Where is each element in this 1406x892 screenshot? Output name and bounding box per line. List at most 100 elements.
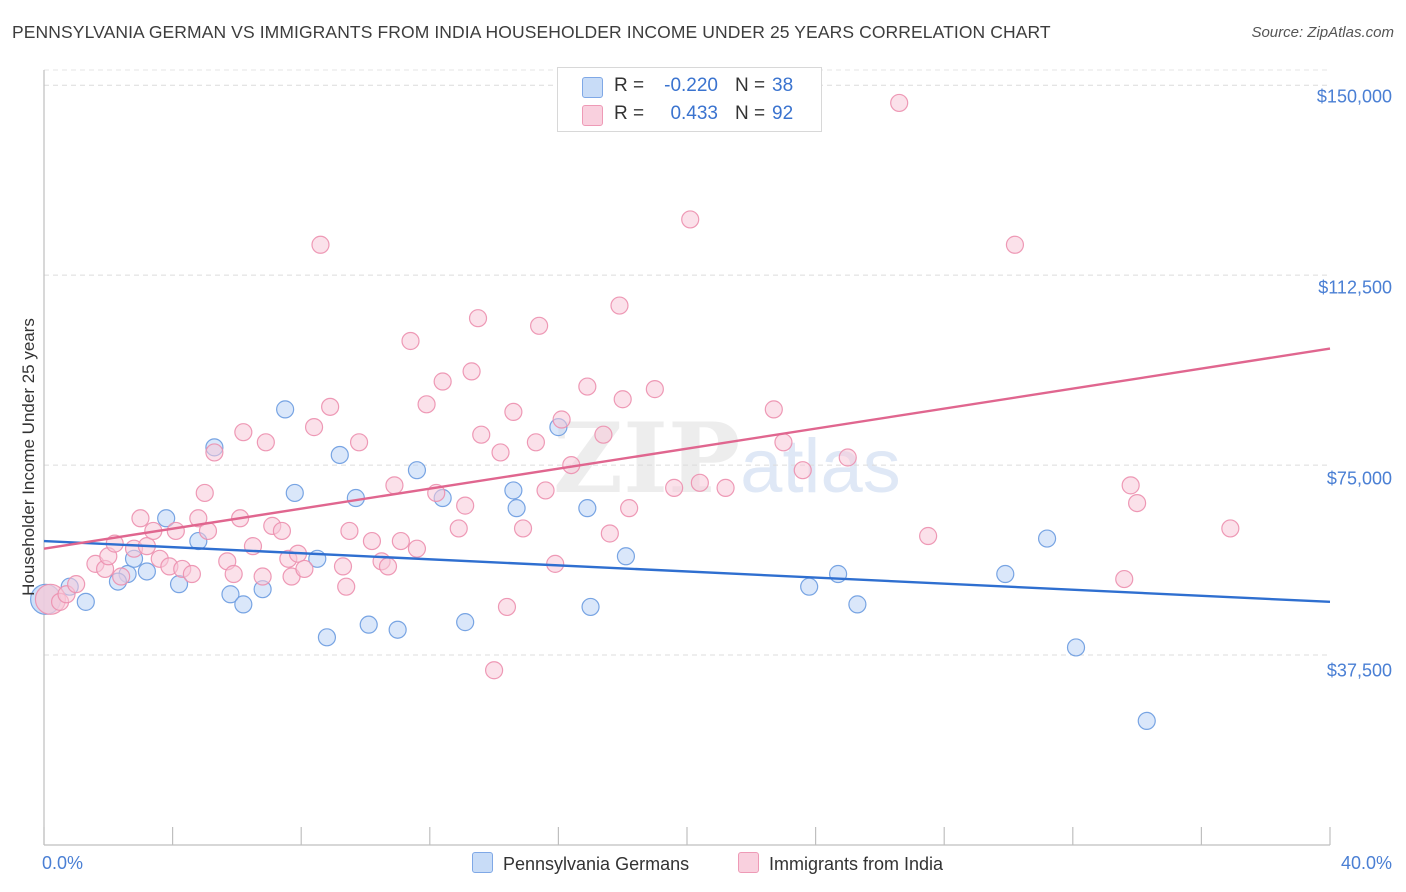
data-point-immigrants-india — [645, 380, 664, 399]
data-point-pennsylvania-germans — [330, 445, 349, 465]
data-point-immigrants-india — [774, 433, 793, 452]
source-credit: Source: ZipAtlas.com — [1251, 24, 1394, 41]
data-point-immigrants-india — [182, 564, 201, 584]
r-value: -0.220 — [664, 75, 718, 96]
data-point-pennsylvania-germans — [359, 615, 378, 634]
data-point-immigrants-india — [189, 509, 208, 528]
data-point-pennsylvania-germans — [234, 595, 253, 614]
data-point-immigrants-india — [1121, 476, 1140, 495]
data-point-immigrants-india — [468, 309, 488, 328]
legend-label: Immigrants from India — [769, 854, 944, 874]
data-point-immigrants-india — [67, 575, 86, 594]
data-point-immigrants-india — [321, 397, 340, 416]
data-point-pennsylvania-germans — [1066, 638, 1086, 657]
blue-swatch-icon — [472, 852, 493, 873]
r-value: 0.433 — [670, 103, 718, 124]
data-point-immigrants-india — [337, 577, 356, 596]
data-point-pennsylvania-germans — [76, 592, 95, 611]
trend-lines — [43, 347, 1331, 604]
data-point-pennsylvania-germans — [1037, 529, 1057, 548]
watermark-atlas: atlas — [740, 424, 901, 509]
data-point-immigrants-india — [513, 519, 533, 538]
legend-item-pennsylvania-germans[interactable]: Pennsylvania Germans — [472, 852, 689, 875]
data-point-immigrants-india — [530, 316, 549, 335]
data-point-immigrants-india — [1127, 493, 1147, 513]
data-point-immigrants-india — [690, 473, 709, 492]
data-point-immigrants-india — [838, 448, 857, 467]
data-point-pennsylvania-germans — [221, 585, 240, 604]
data-point-immigrants-india — [256, 433, 275, 452]
pink-swatch-icon — [738, 852, 759, 873]
legend-label: Pennsylvania Germans — [503, 854, 690, 874]
data-point-pennsylvania-germans — [317, 628, 337, 647]
data-point-immigrants-india — [253, 567, 272, 586]
data-point-immigrants-india — [349, 433, 369, 452]
data-point-immigrants-india — [340, 521, 359, 541]
data-point-immigrants-india — [613, 390, 632, 409]
n-label: N = — [735, 75, 766, 96]
data-point-pennsylvania-germans — [507, 499, 526, 518]
data-point-pennsylvania-germans — [504, 481, 523, 500]
data-point-immigrants-india — [401, 331, 420, 351]
r-label: R = — [614, 75, 645, 96]
data-point-immigrants-india — [456, 496, 475, 515]
y-tick-label: $112,500 — [1318, 277, 1392, 298]
watermark-zip: ZIP — [553, 402, 741, 515]
data-point-pennsylvania-germans — [276, 400, 295, 419]
data-point-pennsylvania-germans — [800, 577, 819, 596]
data-point-immigrants-india — [385, 476, 404, 495]
data-point-immigrants-india — [234, 423, 253, 442]
y-tick-label: $150,000 — [1316, 86, 1392, 107]
data-point-pennsylvania-germans — [137, 562, 156, 581]
data-point-immigrants-india — [610, 296, 629, 315]
data-point-pennsylvania-germans — [616, 547, 636, 566]
data-point-immigrants-india — [195, 483, 214, 503]
data-point-immigrants-india — [504, 402, 523, 422]
data-point-pennsylvania-germans — [1137, 711, 1156, 730]
data-point-immigrants-india — [272, 521, 292, 541]
r-label: R = — [614, 103, 645, 124]
legend-item-immigrants-india[interactable]: Immigrants from India — [738, 852, 943, 875]
stats-row-immigrants-india: R = 0.433 N = 92 — [558, 101, 821, 129]
blue-swatch-icon — [582, 77, 603, 98]
n-value: 92 — [772, 103, 794, 124]
data-point-immigrants-india — [333, 557, 353, 576]
zipatlas-watermark: ZIPatlas — [553, 402, 901, 515]
data-point-pennsylvania-germans — [388, 620, 407, 639]
data-point-immigrants-india — [112, 567, 131, 586]
data-point-immigrants-india — [362, 531, 382, 551]
data-point-immigrants-india — [793, 461, 812, 480]
axes — [43, 70, 1331, 846]
data-point-immigrants-india — [1005, 235, 1025, 254]
data-point-immigrants-india — [665, 478, 684, 497]
data-point-immigrants-india — [1115, 569, 1134, 589]
data-point-immigrants-india — [491, 443, 510, 462]
data-point-immigrants-india — [764, 400, 783, 419]
data-point-immigrants-india — [536, 481, 555, 500]
data-point-pennsylvania-germans — [407, 461, 427, 480]
data-points — [30, 93, 1240, 730]
data-point-immigrants-india — [449, 519, 468, 538]
data-point-immigrants-india — [205, 443, 224, 462]
n-value: 38 — [772, 75, 794, 96]
data-point-immigrants-india — [578, 377, 597, 396]
trend-line-immigrants-india — [43, 347, 1331, 550]
correlation-stats-box: R = -0.220 N = 38 R = 0.433 N = 92 — [557, 67, 822, 132]
pink-swatch-icon — [582, 105, 603, 126]
data-point-immigrants-india — [681, 210, 700, 229]
x-tick-label-min: 0.0% — [42, 853, 84, 873]
chart-title: PENNSYLVANIA GERMAN VS IMMIGRANTS FROM I… — [12, 22, 1051, 42]
n-label: N = — [735, 103, 766, 124]
data-point-pennsylvania-germans — [581, 597, 600, 617]
data-point-pennsylvania-germans — [848, 595, 867, 614]
trend-line-pennsylvania-germans — [43, 539, 1331, 604]
y-tick-label: $75,000 — [1326, 468, 1392, 489]
data-point-immigrants-india — [620, 499, 639, 518]
data-point-immigrants-india — [166, 521, 185, 541]
data-point-immigrants-india — [417, 395, 436, 414]
x-tick-label-max: 40.0% — [1340, 853, 1392, 873]
data-point-immigrants-india — [224, 564, 243, 584]
data-point-pennsylvania-germans — [456, 613, 475, 632]
data-point-pennsylvania-germans — [996, 564, 1015, 584]
